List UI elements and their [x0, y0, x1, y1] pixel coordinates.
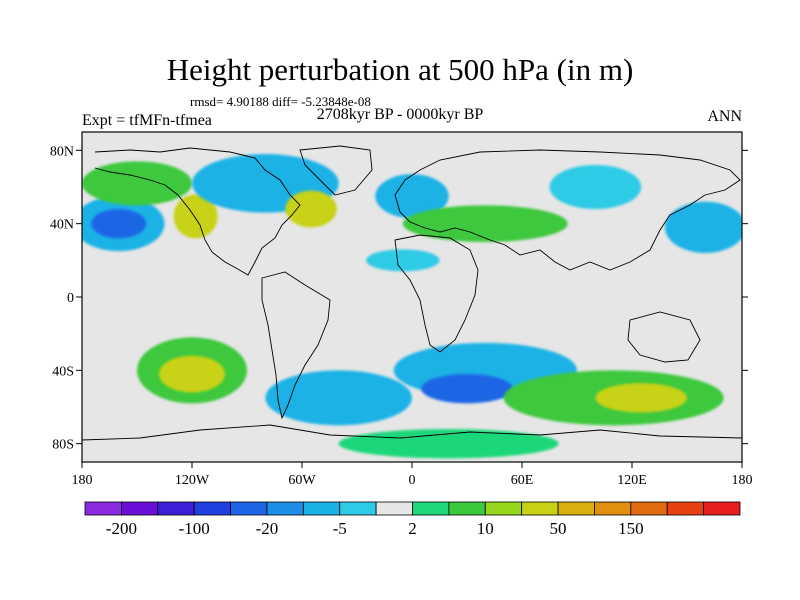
blob-n-pacific-neg-core	[91, 209, 147, 239]
colorbar-swatch	[84, 501, 122, 516]
lon-tick-label: 120E	[617, 473, 647, 488]
season-label: ANN	[707, 108, 742, 125]
colorbar-swatch	[375, 501, 413, 516]
colorbar-swatch	[230, 501, 268, 516]
lon-tick-label: 0	[409, 473, 416, 488]
colorbar-swatch	[302, 501, 341, 516]
colorbar-swatch	[484, 501, 523, 516]
colorbar-swatch	[630, 501, 668, 516]
period-label: 2708kyr BP - 0000kyr BP	[316, 106, 484, 123]
lon-tick-label: 180	[72, 473, 93, 488]
colorbar-label: 150	[618, 519, 644, 538]
lat-axis: 80N 40N 0 40S 80S	[50, 144, 748, 453]
colorbar-label: -5	[333, 519, 347, 538]
blob-npacific-west-neg	[665, 201, 742, 253]
colorbar-swatch	[521, 501, 559, 516]
colorbar-swatch	[448, 501, 486, 516]
blob-antarctic-pos	[338, 429, 559, 459]
blob-w-namerica-pos	[173, 194, 218, 239]
coast-eurasia	[394, 149, 741, 271]
blob-aus-pos-core	[595, 383, 688, 413]
experiment-label: Expt = tfMFn-tfmea	[82, 112, 212, 129]
colorbar-swatch	[339, 501, 377, 516]
lat-tick-label: 80S	[52, 438, 74, 453]
map-title: Height perturbation at 500 hPa (in m)	[166, 52, 634, 87]
colorbar-label: 2	[408, 519, 417, 538]
blob-spacific-pos-core	[159, 355, 225, 393]
colorbar-swatch	[157, 501, 195, 516]
colorbar-label: -200	[106, 519, 137, 538]
colorbar-label: 50	[550, 519, 567, 538]
colorbar-label: 10	[477, 519, 494, 538]
lon-tick-label: 60W	[288, 473, 316, 488]
coast-greenland	[299, 145, 373, 196]
blob-asia-pos	[402, 205, 568, 243]
blob-siberia-neg	[549, 165, 642, 209]
blob-sindian-neg-core	[421, 374, 513, 404]
colorbar-label: -100	[179, 519, 210, 538]
colorbar-swatch	[120, 501, 159, 516]
blob-nafrica-neg	[366, 249, 440, 272]
lat-tick-label: 40S	[52, 364, 74, 379]
colorbar-swatch	[266, 501, 304, 516]
colorbar-swatch	[412, 501, 450, 516]
blob-natlantic-pos	[285, 190, 337, 228]
coast-antarctica	[82, 424, 742, 441]
colorbar-swatch	[703, 501, 741, 516]
lat-tick-label: 40N	[50, 218, 74, 233]
colorbar-swatch	[193, 501, 231, 516]
coast-north-america	[94, 147, 301, 276]
blob-europe-neg	[375, 174, 449, 219]
lon-tick-label: 60E	[511, 473, 534, 488]
lon-tick-label: 180	[732, 473, 753, 488]
contour-fields	[82, 154, 742, 459]
stats-readout: rmsd= 4.90188 diff= -5.23848e-08	[190, 94, 371, 109]
blob-satlantic-neg	[265, 370, 412, 426]
coastlines	[82, 145, 742, 441]
colorbar-label: -20	[256, 519, 279, 538]
lat-tick-label: 80N	[50, 144, 74, 159]
blob-alaska-pos	[82, 161, 192, 206]
colorbar: -200 -100 -20 -5 2 10 50 150	[84, 501, 741, 538]
colorbar-swatch	[666, 501, 705, 516]
coast-australia	[627, 311, 701, 363]
coast-south-america	[261, 271, 331, 420]
colorbar-swatch	[594, 501, 632, 516]
coast-africa	[394, 234, 479, 353]
lat-tick-label: 0	[67, 291, 74, 306]
lon-tick-label: 120W	[175, 473, 210, 488]
lon-axis: 180 120W 60W 0 60E 120E 180	[72, 462, 753, 488]
colorbar-swatch	[557, 501, 595, 516]
